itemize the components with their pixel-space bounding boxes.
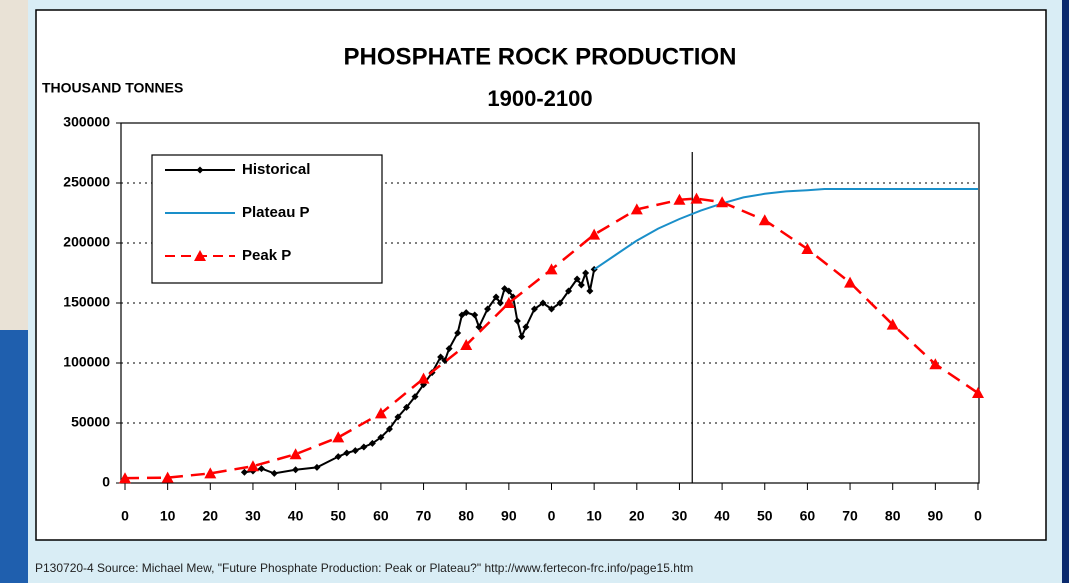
x-tick-label: 60 [800, 508, 816, 524]
legend-label: Historical [242, 161, 310, 178]
x-tick-label: 40 [714, 508, 730, 524]
x-tick-label: 70 [842, 508, 858, 524]
legend-label: Peak P [242, 247, 291, 264]
x-tick-label: 50 [757, 508, 773, 524]
x-tick-label: 10 [586, 508, 602, 524]
side-image [0, 330, 30, 583]
chart: PHOSPHATE ROCK PRODUCTION 1900-2100 THOU… [0, 0, 1069, 583]
y-tick-label: 150000 [63, 294, 110, 310]
x-tick-label: 0 [121, 508, 129, 524]
x-tick-label: 10 [160, 508, 176, 524]
x-tick-label: 50 [330, 508, 346, 524]
y-tick-label: 50000 [71, 414, 110, 430]
x-tick-label: 90 [501, 508, 517, 524]
y-tick-label: 200000 [63, 234, 110, 250]
x-tick-label: 80 [885, 508, 901, 524]
x-tick-label: 0 [548, 508, 556, 524]
x-tick-label: 40 [288, 508, 304, 524]
y-axis-label: THOUSAND TONNES [42, 80, 183, 96]
x-tick-label: 20 [629, 508, 645, 524]
x-tick-label: 30 [245, 508, 261, 524]
x-tick-label: 60 [373, 508, 389, 524]
y-tick-label: 100000 [63, 354, 110, 370]
x-tick-label: 30 [672, 508, 688, 524]
source-note: P130720-4 Source: Michael Mew, "Future P… [35, 561, 693, 575]
x-tick-label: 90 [928, 508, 944, 524]
x-tick-label: 0 [974, 508, 982, 524]
x-tick-label: 70 [416, 508, 432, 524]
y-tick-label: 250000 [63, 174, 110, 190]
chart-subtitle: 1900-2100 [487, 86, 592, 111]
legend-label: Plateau P [242, 204, 310, 221]
chart-title: PHOSPHATE ROCK PRODUCTION [344, 43, 737, 70]
side-image [0, 0, 30, 330]
page: PHOSPHATE ROCK PRODUCTION 1900-2100 THOU… [0, 0, 1069, 583]
x-tick-label: 80 [458, 508, 474, 524]
y-tick-label: 0 [102, 474, 110, 490]
x-tick-label: 20 [203, 508, 219, 524]
y-tick-label: 300000 [63, 114, 110, 130]
